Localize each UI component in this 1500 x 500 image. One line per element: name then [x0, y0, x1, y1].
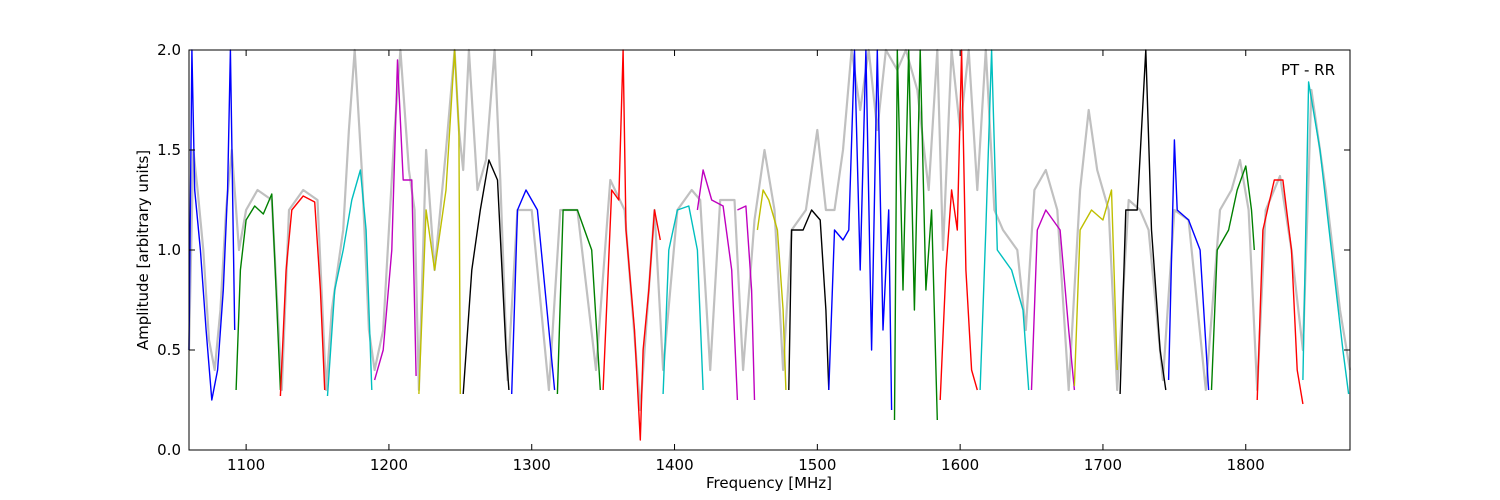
series-line-9 [556, 209, 601, 395]
series-line-5 [373, 59, 417, 381]
y-tick-label: 2.0 [157, 41, 181, 59]
background-trace [187, 48, 1352, 412]
series-line-17 [893, 49, 938, 421]
x-tick-label: 1700 [1084, 456, 1122, 474]
background-trace-layer [187, 48, 1352, 412]
x-tick-label: 1600 [941, 456, 979, 474]
y-tick-label: 0.5 [157, 341, 181, 359]
chart-annotation: PT - RR [1281, 61, 1335, 79]
series-line-4 [326, 169, 373, 397]
series-line-13 [737, 205, 756, 401]
series-layer [188, 49, 1350, 441]
series-line-11 [662, 205, 704, 395]
y-tick-label: 1.0 [157, 241, 181, 259]
series-line-15 [788, 209, 830, 391]
series-line-18 [939, 49, 978, 401]
series-line-8 [511, 189, 556, 395]
x-tick-label: 1300 [513, 456, 551, 474]
series-line-20 [1030, 209, 1076, 391]
x-tick-label: 1400 [655, 456, 693, 474]
series-line-12 [696, 169, 739, 401]
y-axis-label: Amplitude [arbitrary units] [134, 150, 152, 350]
x-axis-ticks: 1100 1200 1300 1400 1500 1600 1700 1800 [227, 50, 1265, 474]
x-tick-label: 1500 [798, 456, 836, 474]
x-tick-label: 1200 [370, 456, 408, 474]
x-tick-label: 1100 [227, 456, 265, 474]
plot-area [189, 50, 1350, 450]
series-line-7 [462, 159, 510, 395]
y-tick-label: 1.5 [157, 141, 181, 159]
series-line-16 [828, 49, 893, 411]
x-axis-label: Frequency [MHz] [706, 474, 832, 492]
series-line-2 [235, 193, 282, 391]
series-line-23 [1167, 139, 1210, 391]
series-line-10 [602, 49, 661, 441]
series-line-19 [979, 49, 1030, 391]
series-line-26 [1302, 81, 1350, 395]
series-line-25 [1256, 179, 1304, 405]
series-line-1 [188, 49, 236, 401]
series-line-21 [1073, 189, 1118, 387]
series-line-14 [756, 189, 787, 391]
series-line-3 [279, 195, 326, 397]
series-line-24 [1210, 165, 1255, 391]
y-tick-label: 0.0 [157, 441, 181, 459]
series-line-6 [418, 49, 461, 395]
y-axis-ticks: 0.0 0.5 1.0 1.5 2.0 [157, 41, 1350, 459]
x-tick-label: 1800 [1227, 456, 1265, 474]
